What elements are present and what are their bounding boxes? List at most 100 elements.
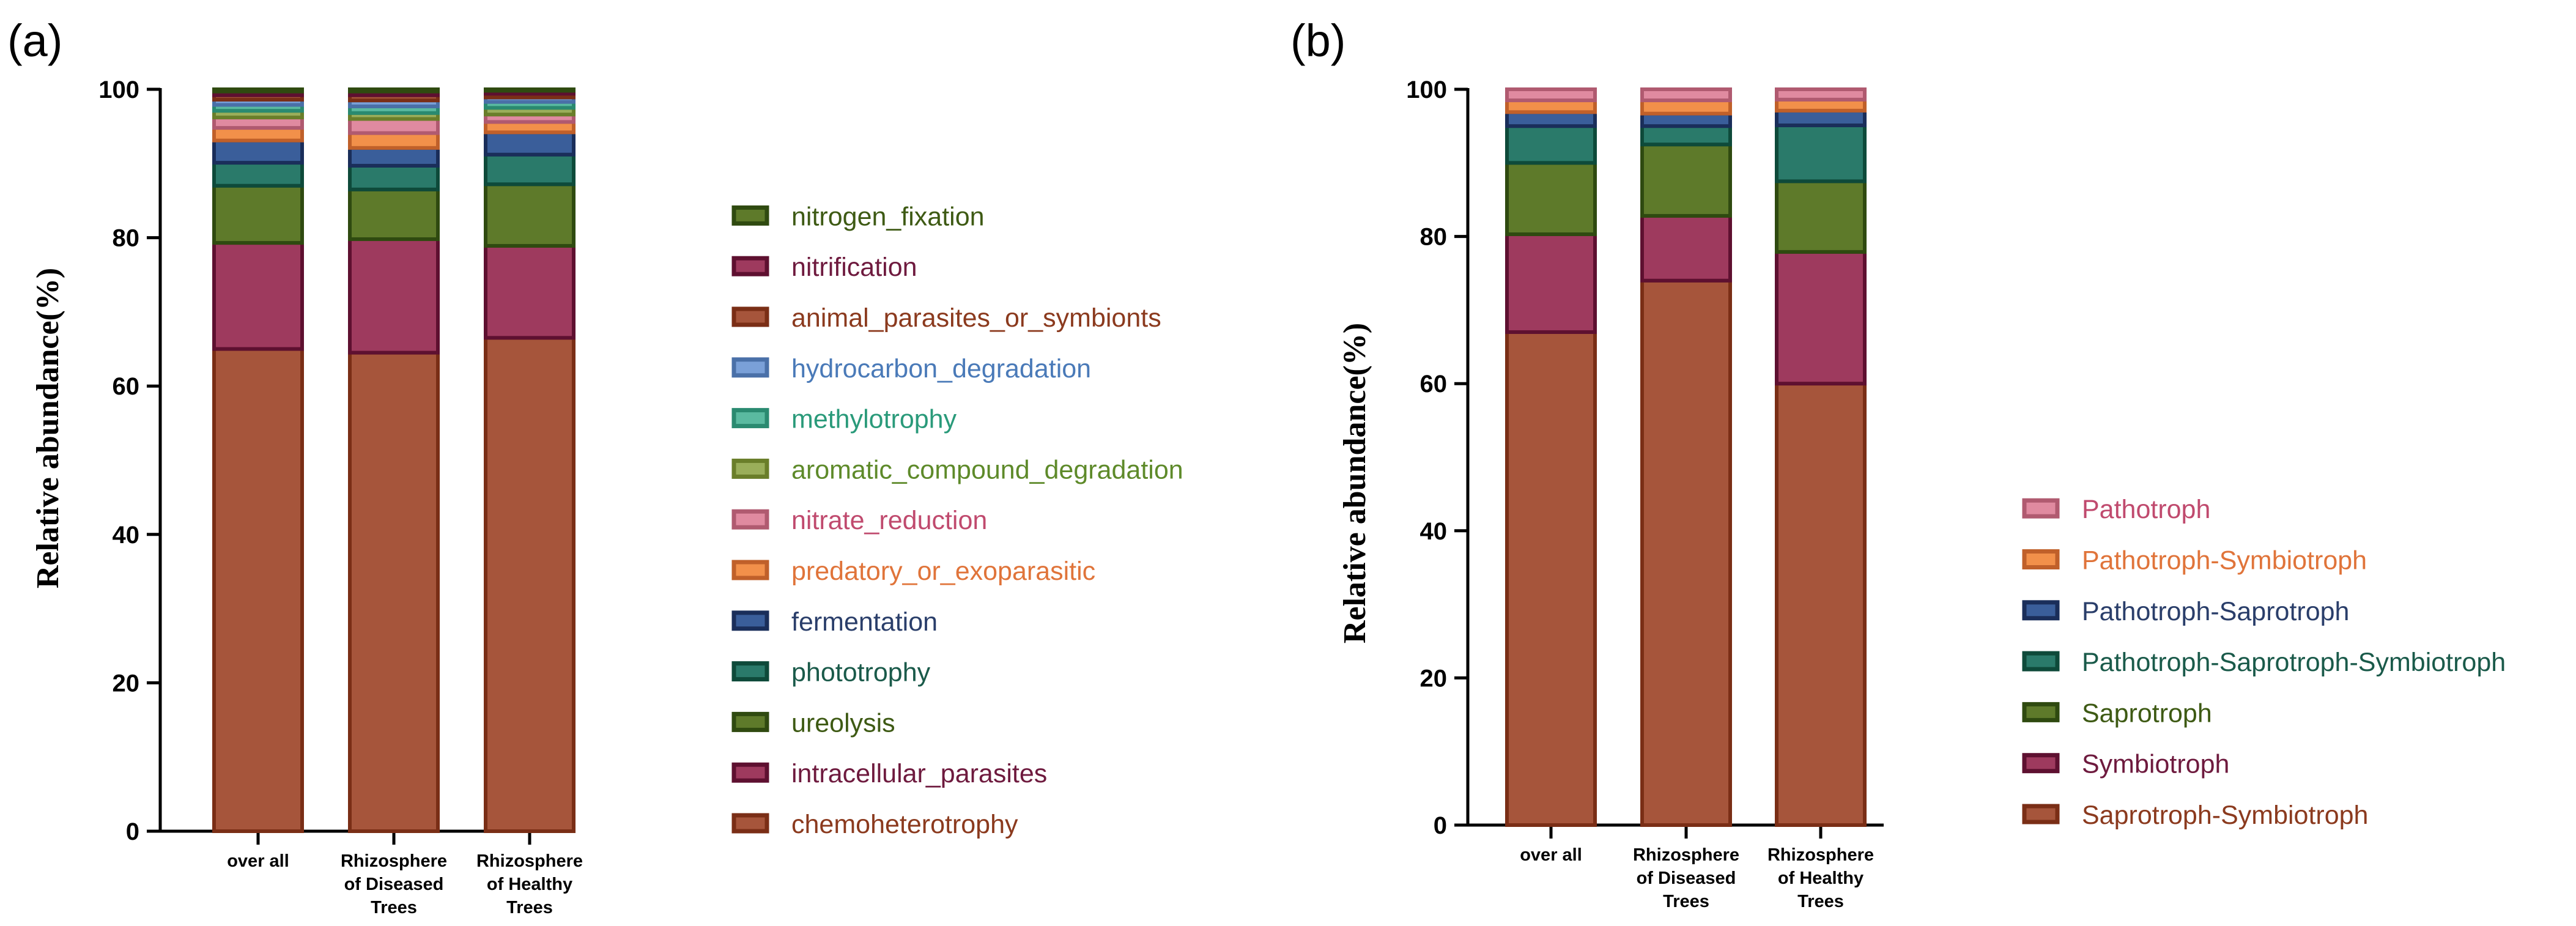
legend-swatch (731, 256, 769, 276)
y-tick-label: 0 (1434, 812, 1447, 839)
bar-segment (212, 347, 304, 833)
legend-label: Pathotroph-Symbiotroph (2082, 546, 2367, 576)
legend-swatch (2022, 651, 2060, 672)
legend-swatch (731, 357, 769, 378)
panel-b-ylabel: Relative abundance(%) (1338, 323, 1372, 643)
legend-swatch (731, 205, 769, 226)
panel-b-legend: Saprotroph-Symbiotroph Symbiotroph Saprotr… (2022, 495, 2506, 830)
y-tick-label: 20 (1420, 665, 1448, 692)
panel-b: (b) Relative abundance(%) 0 20 40 60 80 100 ov… (1290, 15, 2506, 911)
bar-segment (484, 336, 576, 833)
bar-segment (212, 161, 304, 188)
category-label: over all (1520, 845, 1582, 865)
bar-segment (1505, 110, 1597, 128)
y-tick-label: 100 (1406, 76, 1447, 103)
bar-segment (484, 130, 576, 157)
bar-segment (348, 146, 440, 168)
bar-segment (348, 163, 440, 191)
legend-label: Pathotroph-Saprotroph (2082, 597, 2349, 626)
legend-swatch (731, 509, 769, 530)
bar-segment (1775, 123, 1867, 183)
legend-label: phototrophy (791, 658, 931, 687)
legend-label: ureolysis (791, 708, 895, 738)
y-tick-label: 60 (1420, 371, 1448, 398)
bar-segment (1775, 108, 1867, 127)
panel-a-letter: (a) (7, 15, 62, 66)
bar-segment (348, 187, 440, 242)
category-label: Rhizosphere of Diseased Trees (341, 851, 447, 917)
bar-segment (1640, 213, 1732, 283)
bar-segment (1640, 278, 1732, 827)
legend-label: nitrate_reduction (791, 506, 987, 535)
y-tick-label: 80 (113, 225, 140, 252)
legend-swatch (2022, 702, 2060, 722)
bar-segment (1505, 161, 1597, 236)
panel-a-ylabel: Relative abundance(%) (31, 268, 65, 588)
legend-label: hydrocarbon_degradation (791, 354, 1091, 383)
legend-swatch (2022, 498, 2060, 519)
legend-swatch (2022, 753, 2060, 774)
category-label: Rhizosphere of Diseased Trees (1633, 845, 1739, 911)
legend-swatch (2022, 549, 2060, 569)
bar-segment (1640, 98, 1732, 116)
y-tick-label: 40 (1420, 518, 1448, 545)
legend-swatch (731, 711, 769, 732)
legend-swatch (731, 813, 769, 834)
legend-swatch (731, 408, 769, 429)
bar-segment (484, 87, 576, 93)
bar-segment (1505, 232, 1597, 334)
panel-a-legend: chemoheterotrophy intracellular_parasites… (731, 202, 1183, 839)
legend-label: nitrogen_fixation (791, 202, 985, 231)
legend-swatch (731, 661, 769, 682)
y-tick-label: 80 (1420, 224, 1448, 251)
category-label: Rhizosphere of Healthy Trees (476, 851, 583, 917)
bar-segment (348, 131, 440, 150)
bar-segment (212, 138, 304, 165)
panel-b-letter: (b) (1290, 15, 1345, 66)
legend-swatch (731, 762, 769, 783)
bar-segment (1775, 250, 1867, 386)
y-tick-label: 0 (126, 818, 139, 845)
bar-segment (484, 182, 576, 248)
bar-segment (212, 241, 304, 351)
legend-swatch (731, 306, 769, 327)
bar-segment (1505, 87, 1597, 103)
bar-segment (1775, 179, 1867, 254)
legend-label: aromatic_compound_degradation (791, 455, 1183, 484)
category-label: Rhizosphere of Healthy Trees (1767, 845, 1874, 911)
bar-segment (1505, 124, 1597, 165)
bar-segment (1640, 124, 1732, 147)
legend-label: intracellular_parasites (791, 759, 1047, 788)
legend-swatch (2022, 600, 2060, 621)
legend-label: animal_parasites_or_symbionts (791, 303, 1161, 333)
legend-label: nitrification (791, 253, 917, 282)
bar-segment (1640, 143, 1732, 218)
bar-segment (348, 117, 440, 135)
panel-b-bars (1505, 87, 1867, 827)
bar-segment (484, 152, 576, 187)
legend-label: fermentation (791, 607, 938, 637)
bar-segment (1640, 111, 1732, 128)
panel-a: (a) Relative abundance(%) 0 20 40 60 80 100 ov… (7, 15, 1183, 917)
legend-label: Pathotroph (2082, 495, 2210, 524)
bar-segment (348, 237, 440, 355)
bar-segment (212, 183, 304, 245)
legend-label: chemoheterotrophy (791, 810, 1018, 839)
panel-a-bars (212, 87, 576, 833)
y-tick-label: 40 (113, 522, 140, 549)
legend-label: Symbiotroph (2082, 750, 2229, 779)
y-tick-label: 20 (113, 670, 140, 697)
bar-segment (1775, 382, 1867, 827)
y-tick-label: 60 (113, 373, 140, 400)
bar-segment (348, 350, 440, 833)
legend-swatch (2022, 804, 2060, 824)
legend-swatch (731, 458, 769, 479)
bar-segment (212, 126, 304, 143)
bar-segment (484, 243, 576, 340)
legend-label: predatory_or_exoparasitic (791, 557, 1095, 586)
y-tick-label: 100 (98, 76, 139, 103)
legend-label: Saprotroph (2082, 698, 2212, 728)
bar-segment (212, 87, 304, 94)
panel-a-axes: 0 20 40 60 80 100 over all Rhizosphere of Diseas… (98, 76, 583, 917)
